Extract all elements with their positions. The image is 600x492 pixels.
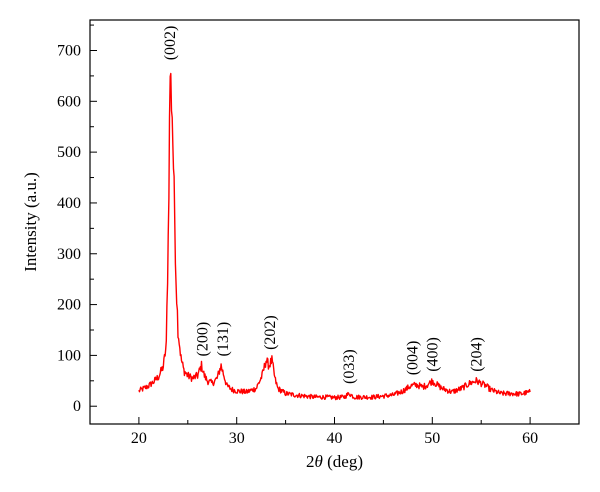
axis-ticks <box>89 24 580 424</box>
y-tick-label: 300 <box>57 246 81 263</box>
y-tick-label: 200 <box>57 297 81 314</box>
x-axis-title-var: 2 <box>306 452 315 471</box>
y-axis-title: Intensity (a.u.) <box>21 172 40 272</box>
peak-label: (204) <box>468 337 485 372</box>
xrd-series-line <box>138 72 531 401</box>
x-axis-title: 2θ (deg) <box>306 452 363 471</box>
y-tick-label: 500 <box>57 144 81 161</box>
peak-label: (202) <box>262 315 279 350</box>
peak-label: (002) <box>162 26 179 61</box>
x-tick-label: 40 <box>327 430 343 447</box>
peak-label: (004) <box>405 341 422 376</box>
peak-label: (033) <box>341 349 358 384</box>
x-tick-label: 60 <box>522 430 538 447</box>
x-axis-title-theta: θ <box>315 452 323 471</box>
x-tick-label: 20 <box>131 430 147 447</box>
x-tick-label: 30 <box>229 430 245 447</box>
y-tick-label: 600 <box>57 93 81 110</box>
peak-label: (200) <box>195 322 212 357</box>
peak-label: (400) <box>424 337 441 372</box>
peak-labels: (002) (200) (131) (202) (033) (004) (400) (204) <box>162 26 485 384</box>
y-tick-label: 400 <box>57 195 81 212</box>
y-tick-label: 100 <box>57 347 81 364</box>
y-tick-label: 0 <box>73 398 81 415</box>
x-tick-label: 50 <box>424 430 440 447</box>
y-tick-label: 700 <box>57 42 81 59</box>
x-axis-title-unit: (deg) <box>323 452 363 471</box>
peak-label: (131) <box>215 322 232 357</box>
